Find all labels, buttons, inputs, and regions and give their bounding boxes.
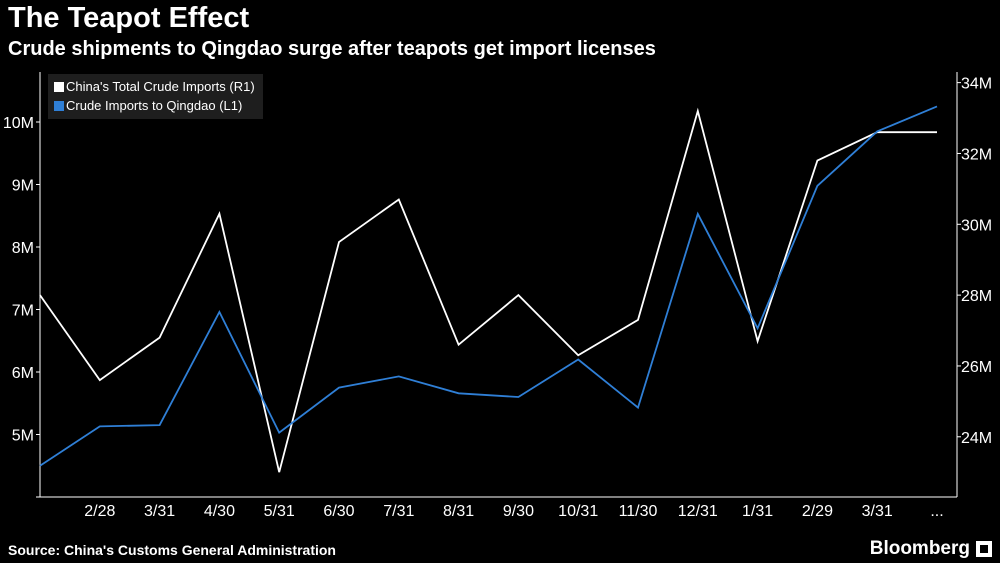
brand-icon bbox=[976, 541, 992, 557]
x-axis-tick-label: 6/30 bbox=[323, 503, 354, 520]
x-axis-tick-label: 1/31 bbox=[742, 503, 773, 520]
left-axis-tick-label: 9M bbox=[12, 178, 34, 195]
right-axis-tick-label: 30M bbox=[961, 217, 992, 234]
legend-label-total: China's Total Crude Imports (R1) bbox=[66, 79, 255, 94]
legend-item-total: China's Total Crude Imports (R1) bbox=[54, 77, 255, 96]
x-axis-tick-label: ... bbox=[930, 503, 943, 520]
right-axis-tick-label: 26M bbox=[961, 359, 992, 376]
left-axis-tick-label: 6M bbox=[12, 365, 34, 382]
left-axis-tick-label: 10M bbox=[3, 115, 34, 132]
x-axis-tick-label: 10/31 bbox=[558, 503, 598, 520]
left-axis-tick-label: 7M bbox=[12, 303, 34, 320]
x-axis-tick-label: 9/30 bbox=[503, 503, 534, 520]
x-axis-tick-label: 3/31 bbox=[862, 503, 893, 520]
right-axis-tick-label: 32M bbox=[961, 146, 992, 163]
series-line-total-crude-imports bbox=[39, 107, 937, 473]
x-axis-tick-label: 2/29 bbox=[802, 503, 833, 520]
x-axis-tick-label: 3/31 bbox=[144, 503, 175, 520]
legend: China's Total Crude Imports (R1) Crude I… bbox=[48, 74, 263, 119]
legend-label-qingdao: Crude Imports to Qingdao (L1) bbox=[66, 98, 243, 113]
right-axis-tick-label: 34M bbox=[961, 76, 992, 93]
legend-swatch-total bbox=[54, 81, 64, 92]
chart-title: The Teapot Effect bbox=[8, 2, 250, 34]
legend-item-qingdao: Crude Imports to Qingdao (L1) bbox=[54, 96, 255, 115]
x-axis-tick-label: 7/31 bbox=[383, 503, 414, 520]
left-axis-tick-label: 8M bbox=[12, 240, 34, 257]
x-axis-tick-label: 5/31 bbox=[264, 503, 295, 520]
left-axis-tick-label: 5M bbox=[12, 428, 34, 445]
legend-swatch-qingdao bbox=[54, 100, 64, 111]
brand-logo: Bloomberg bbox=[869, 538, 970, 559]
series-line-qingdao-imports bbox=[39, 105, 938, 467]
x-axis-tick-label: 11/30 bbox=[619, 503, 658, 520]
x-axis-tick-label: 8/31 bbox=[443, 503, 474, 520]
chart-subtitle: Crude shipments to Qingdao surge after t… bbox=[8, 38, 656, 60]
x-axis-tick-label: 2/28 bbox=[84, 503, 115, 520]
right-axis-tick-label: 28M bbox=[961, 288, 992, 305]
x-axis-tick-label: 4/30 bbox=[204, 503, 235, 520]
x-axis-tick-label: 12/31 bbox=[678, 503, 718, 520]
source-note: Source: China's Customs General Administ… bbox=[8, 542, 336, 558]
right-axis-tick-label: 24M bbox=[961, 430, 992, 447]
